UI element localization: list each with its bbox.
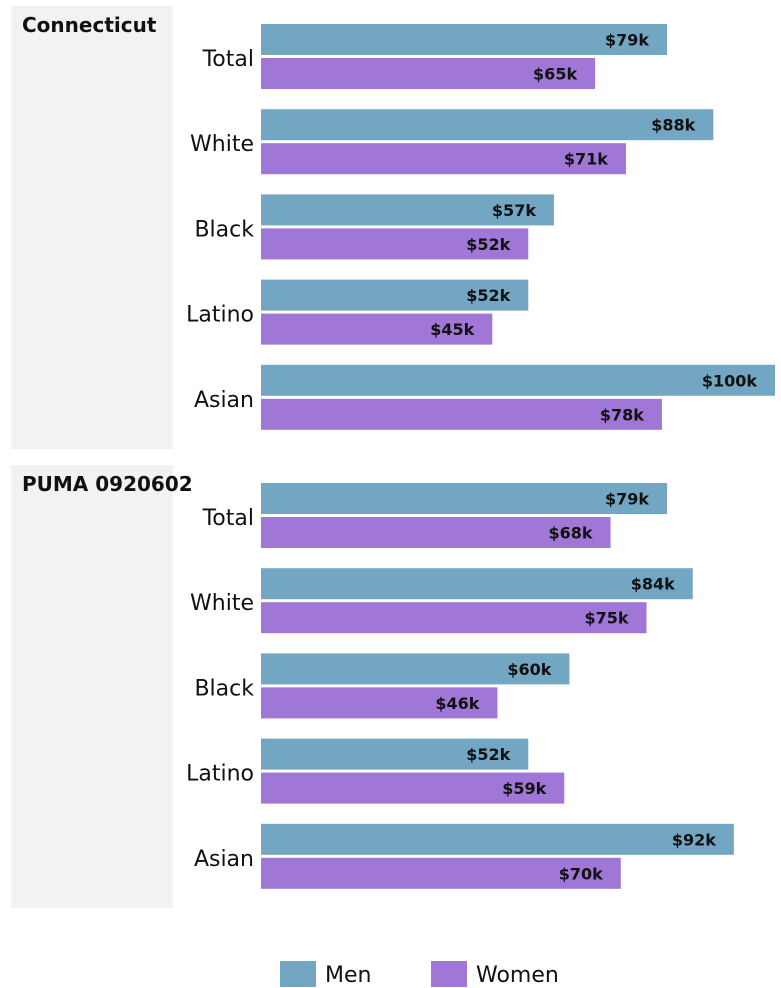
data-label: $57k: [492, 201, 536, 220]
data-label: $59k: [502, 779, 546, 798]
category-label: Asian: [194, 847, 254, 872]
data-label: $88k: [651, 116, 695, 135]
category-label: White: [190, 132, 254, 157]
data-label: $52k: [466, 286, 510, 305]
bar-women: [261, 687, 498, 719]
bar-women: [261, 517, 611, 548]
data-label: $65k: [533, 65, 577, 84]
bar-men: [261, 738, 529, 770]
category-label: Black: [194, 217, 254, 242]
legend-label-women: Women: [476, 963, 559, 988]
bar-men: [261, 653, 570, 685]
category-label: Total: [202, 47, 254, 72]
data-label: $79k: [605, 31, 649, 50]
data-label: $75k: [584, 609, 628, 628]
panel-title: Connecticut: [22, 13, 157, 37]
bar-women: [261, 313, 493, 345]
bar-men: [261, 568, 693, 600]
bar-men: [261, 364, 775, 396]
bar-men: [261, 24, 668, 55]
bar-men: [261, 823, 734, 855]
bar-men: [261, 279, 529, 311]
category-label: Latino: [186, 762, 254, 787]
bar-men: [261, 109, 714, 141]
panel-title: PUMA 0920602: [22, 472, 193, 496]
legend-label-men: Men: [325, 963, 371, 988]
data-label: $92k: [672, 830, 716, 849]
data-label: $46k: [435, 694, 479, 713]
data-label: $60k: [507, 660, 551, 679]
bar-women: [261, 398, 662, 430]
data-label: $52k: [466, 745, 510, 764]
bar-men: [261, 194, 554, 226]
legend-swatch-men: [280, 961, 316, 987]
panel-background: [11, 6, 173, 449]
data-label: $45k: [430, 320, 474, 339]
category-label: Total: [202, 506, 254, 531]
panel-background: [11, 465, 173, 908]
bar-women: [261, 772, 565, 804]
bar-women: [261, 857, 621, 889]
data-label: $84k: [631, 575, 675, 594]
data-label: $71k: [564, 150, 608, 169]
category-label: Black: [194, 676, 254, 701]
data-label: $79k: [605, 490, 649, 509]
data-label: $68k: [548, 524, 592, 543]
category-label: Asian: [194, 388, 254, 413]
data-label: $100k: [702, 371, 758, 390]
category-label: White: [190, 591, 254, 616]
bar-women: [261, 143, 626, 175]
bar-women: [261, 228, 529, 260]
data-label: $70k: [559, 864, 603, 883]
bar-women: [261, 58, 596, 89]
data-label: $52k: [466, 235, 510, 254]
category-label: Latino: [186, 303, 254, 328]
bar-women: [261, 602, 647, 634]
bar-men: [261, 483, 668, 514]
legend-swatch-women: [431, 961, 467, 987]
data-label: $78k: [600, 405, 644, 424]
